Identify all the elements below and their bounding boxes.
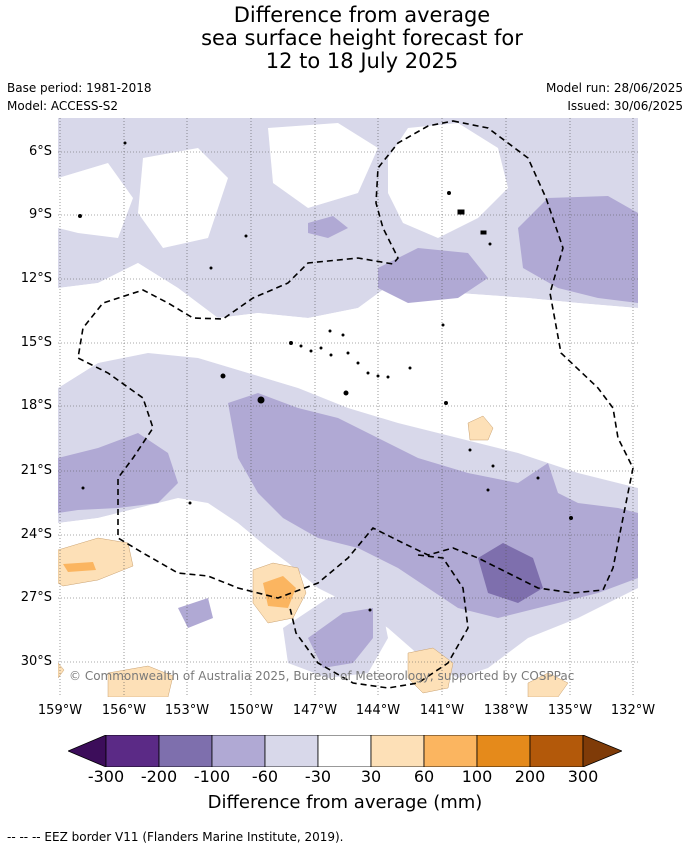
anomaly-p30-layer	[58, 415, 569, 697]
map-title: Difference from average sea surface heig…	[0, 4, 690, 73]
colorbar-tick-n100: -100	[193, 767, 231, 786]
north-white-2	[268, 123, 378, 208]
lat-label-9s: 9°S	[28, 207, 52, 222]
lat-label-27s: 27°S	[20, 590, 52, 605]
eez-legend-note: -- -- -- EEZ border V11 (Flanders Marine…	[7, 830, 344, 844]
west-patch	[58, 433, 178, 513]
nw-white-blob	[58, 163, 133, 238]
map-canvas	[58, 118, 638, 697]
sw-orange-core	[63, 562, 96, 572]
central-diagonal-band	[228, 393, 638, 618]
colorbar-label: Difference from average (mm)	[207, 792, 483, 813]
lat-label-30s: 30°S	[20, 654, 52, 669]
colorbar-tick-p30: 30	[360, 767, 382, 786]
bottom-orange-edge	[58, 662, 65, 679]
bottom-orange-3	[527, 672, 569, 697]
title-line-3: 12 to 18 July 2025	[265, 49, 459, 73]
n-central-patch	[378, 248, 488, 303]
meta-left: Base period: 1981-2018 Model: ACCESS-S2	[7, 79, 152, 115]
colorbar-min-arrow	[68, 735, 107, 767]
anomaly-n60-layer	[58, 196, 638, 668]
colorbar-n60	[211, 735, 266, 767]
lat-label-6s: 6°S	[28, 144, 52, 159]
model-run: Model run: 28/06/2025	[545, 81, 683, 95]
sea-level-map	[58, 118, 638, 697]
eez-french-polynesia	[77, 120, 634, 599]
eez-borders	[77, 120, 634, 689]
anomaly-p60-layer	[63, 562, 296, 608]
colorbar-tick-n60: -60	[251, 767, 279, 786]
issued-date: Issued: 30/06/2025	[567, 99, 683, 113]
lat-label-21s: 21°S	[20, 463, 52, 478]
lat-label-18s: 18°S	[20, 398, 52, 413]
colorbar-tick-p200: 200	[514, 767, 546, 786]
colorbar-tick-p60: 60	[413, 767, 435, 786]
bottom-orange-1	[407, 647, 454, 694]
islands	[78, 141, 573, 612]
anomaly-n100-layer	[478, 543, 543, 603]
copyright-notice: © Commonwealth of Australia 2025, Bureau…	[69, 669, 575, 683]
west-white-blob	[138, 148, 228, 248]
south-central-patch-mid	[308, 608, 373, 668]
model-name: Model: ACCESS-S2	[7, 99, 119, 113]
colorbar	[68, 735, 622, 767]
colorbar-p60	[423, 735, 478, 767]
lon-label-156w: 156°W	[101, 703, 147, 718]
title-line-1: Difference from average	[233, 3, 491, 27]
colorbar-neutral	[317, 735, 372, 767]
south-orange-core	[263, 576, 296, 608]
south-east-dark	[478, 543, 543, 603]
colorbar-tick-n200: -200	[140, 767, 178, 786]
graticule	[58, 118, 638, 697]
colorbar-n30	[264, 735, 319, 767]
small-north-patch	[308, 216, 348, 238]
base-period: Base period: 1981-2018	[7, 81, 152, 95]
colorbar-max-arrow	[582, 735, 622, 767]
lon-label-159w: 159°W	[37, 703, 83, 718]
lon-label-132w: 132°W	[610, 703, 656, 718]
lon-label-153w: 153°W	[164, 703, 210, 718]
colorbar-p200	[529, 735, 584, 767]
colorbar-tick-p100: 100	[461, 767, 493, 786]
lon-label-141w: 141°W	[419, 703, 465, 718]
colorbar-tick-p300: 300	[567, 767, 599, 786]
lat-label-15s: 15°S	[20, 335, 52, 350]
title-line-2: sea surface height forecast for	[201, 26, 523, 50]
lon-label-138w: 138°W	[483, 703, 529, 718]
ne-patch	[518, 196, 638, 303]
neutral-layer	[58, 123, 638, 697]
colorbar-tick-n300: -300	[87, 767, 125, 786]
sw-orange-patch	[58, 537, 134, 587]
middle-white-band	[58, 263, 638, 438]
lon-label-135w: 135°W	[547, 703, 593, 718]
lat-label-12s: 12°S	[20, 271, 52, 286]
sw-small-patch	[178, 598, 213, 628]
meta-right: Model run: 28/06/2025 Issued: 30/06/2025	[546, 79, 683, 115]
colorbar-n100	[158, 735, 213, 767]
lon-label-147w: 147°W	[292, 703, 338, 718]
east-small-orange	[467, 415, 494, 441]
colorbar-tick-n30: -30	[304, 767, 332, 786]
colorbar-p30	[370, 735, 425, 767]
lon-label-150w: 150°W	[228, 703, 274, 718]
colorbar-p100	[476, 735, 531, 767]
colorbar-n200	[105, 735, 160, 767]
lon-label-144w: 144°W	[355, 703, 401, 718]
lat-label-24s: 24°S	[20, 527, 52, 542]
